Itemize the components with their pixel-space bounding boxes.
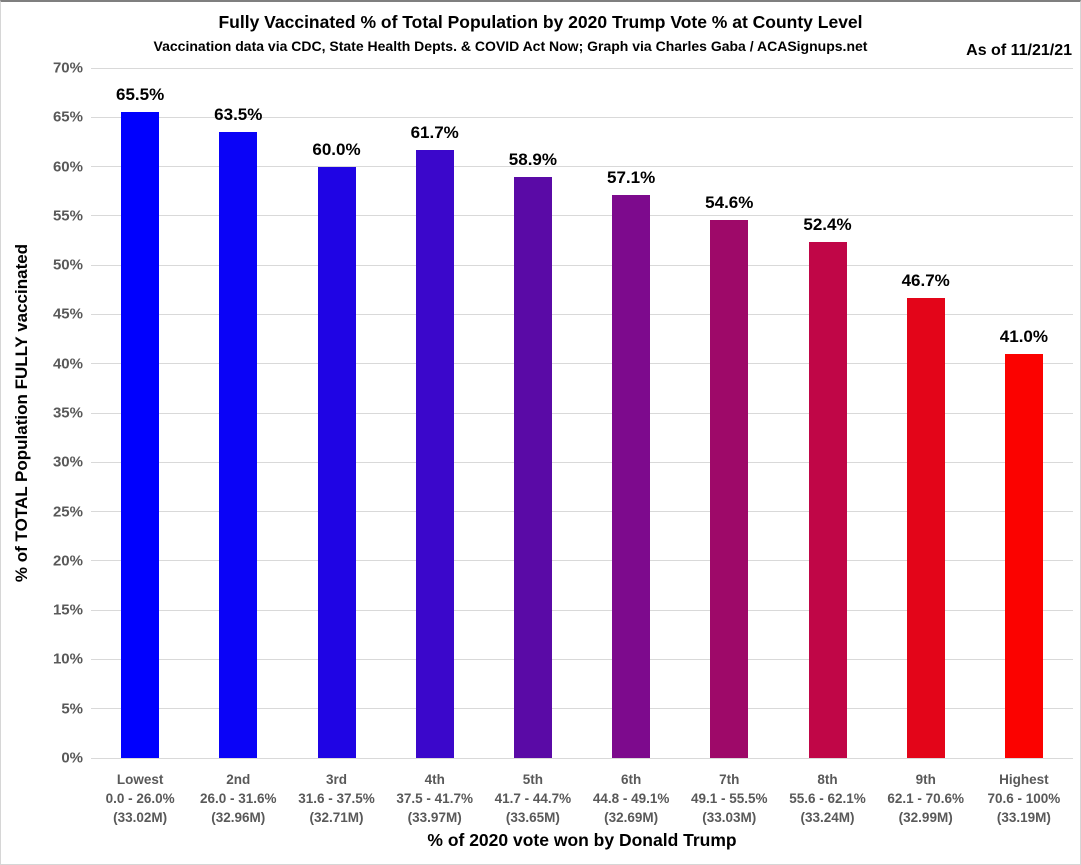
gridline: [91, 264, 1073, 266]
category-range: 55.6 - 62.1%: [789, 791, 866, 806]
gridline: [91, 116, 1073, 118]
bar-value-label: 54.6%: [705, 192, 754, 212]
category-label: Highest 70.6 - 100% (33.19M): [975, 770, 1073, 827]
category-label: 2nd 26.0 - 31.6% (32.96M): [189, 770, 287, 827]
bar-value-label: 41.0%: [999, 326, 1048, 346]
y-tick-label: 45%: [52, 305, 83, 323]
chart-subtitle: Vaccination data via CDC, State Health D…: [153, 38, 868, 54]
category-label: 7th 49.1 - 55.5% (33.03M): [680, 770, 778, 827]
category-range: 0.0 - 26.0%: [105, 791, 175, 806]
category-tier: 4th: [424, 772, 445, 787]
plot-area: 0% 5% 10% 15% 20% 25% 30% 35% 40% 45% 50% 55% 60% 65%…: [53, 60, 1073, 767]
category-range: 44.8 - 49.1%: [592, 791, 670, 806]
gridline: [91, 658, 1073, 660]
gridline: [91, 609, 1073, 611]
y-tick-label: 10%: [52, 650, 83, 668]
y-tick-label: 30%: [52, 453, 83, 471]
bar: [121, 112, 160, 758]
category-tier: 9th: [915, 772, 936, 787]
gridline: [91, 166, 1073, 168]
category-population: (33.24M): [800, 810, 855, 825]
gridline: [91, 757, 1073, 759]
bar: [415, 149, 454, 758]
bar-value-label: 52.4%: [803, 214, 852, 234]
x-axis-categories: Lowest 0.0 - 26.0% (33.02M) 2nd 26.0 - 31.6%…: [91, 770, 1073, 828]
gridline: [91, 708, 1073, 710]
chart-title: Fully Vaccinated % of Total Population b…: [218, 12, 863, 32]
category-population: (33.02M): [113, 810, 168, 825]
category-tier: 5th: [522, 772, 544, 787]
category-population: (32.69M): [604, 810, 659, 825]
y-tick-label: 60%: [52, 158, 83, 176]
gridline: [91, 363, 1073, 365]
category-label: 9th 62.1 - 70.6% (32.99M): [877, 770, 975, 827]
y-tick-label: 55%: [52, 207, 83, 225]
category-range: 26.0 - 31.6%: [200, 791, 277, 806]
category-label: 8th 55.6 - 62.1% (33.24M): [778, 770, 876, 827]
category-range: 62.1 - 70.6%: [887, 791, 964, 806]
bar: [1004, 353, 1043, 758]
y-tick-label: 15%: [52, 601, 83, 619]
category-population: (32.71M): [309, 810, 364, 825]
category-population: (33.19M): [996, 810, 1051, 825]
category-tier: Highest: [999, 772, 1049, 787]
bar-value-label: 61.7%: [410, 122, 459, 142]
x-axis-title: % of 2020 vote won by Donald Trump: [427, 830, 737, 850]
category-population: (32.99M): [898, 810, 953, 825]
as-of-date: As of 11/21/21: [966, 42, 1072, 59]
bar: [513, 177, 552, 758]
category-label: Lowest 0.0 - 26.0% (33.02M): [91, 770, 189, 827]
category-tier: 3rd: [325, 772, 347, 787]
bar-value-label: 46.7%: [901, 270, 950, 290]
category-tier: 2nd: [226, 772, 251, 787]
gridline: [91, 313, 1073, 315]
y-tick-label: 50%: [52, 256, 83, 274]
category-range: 37.5 - 41.7%: [396, 791, 473, 806]
category-label: 6th 44.8 - 49.1% (32.69M): [582, 770, 680, 827]
category-label: 5th 41.7 - 44.7% (33.65M): [484, 770, 582, 827]
y-tick-label: 65%: [52, 108, 83, 126]
bar: [612, 195, 651, 758]
y-tick-label: 25%: [52, 503, 83, 521]
bar: [710, 219, 749, 758]
bar: [219, 132, 258, 758]
bar-value-label: 60.0%: [312, 139, 361, 159]
category-population: (33.03M): [702, 810, 757, 825]
bar-value-label: 63.5%: [214, 105, 263, 125]
gridline: [91, 67, 1073, 69]
category-range: 31.6 - 37.5%: [298, 791, 375, 806]
bar-value-label: 58.9%: [508, 150, 557, 170]
category-label: 3rd 31.6 - 37.5% (32.71M): [287, 770, 385, 827]
category-range: 49.1 - 55.5%: [691, 791, 768, 806]
gridline: [91, 560, 1073, 562]
y-tick-label: 70%: [52, 59, 83, 77]
category-population: (33.65M): [505, 810, 560, 825]
bar: [808, 241, 847, 758]
bar: [906, 297, 945, 758]
category-range: 70.6 - 100%: [987, 791, 1061, 806]
category-tier: Lowest: [116, 772, 164, 787]
y-tick-label: 20%: [52, 552, 83, 570]
gridline: [91, 215, 1073, 217]
gridline: [91, 412, 1073, 414]
category-population: (33.97M): [407, 810, 462, 825]
category-tier: 6th: [620, 772, 642, 787]
category-label: 4th 37.5 - 41.7% (33.97M): [386, 770, 484, 827]
category-tier: 7th: [719, 772, 740, 787]
gridline: [91, 511, 1073, 513]
y-tick-label: 5%: [61, 700, 83, 718]
category-range: 41.7 - 44.7%: [494, 791, 572, 806]
category-tier: 8th: [817, 772, 838, 787]
bar: [317, 166, 356, 758]
bar-value-label: 57.1%: [606, 168, 656, 188]
y-tick-label: 0%: [61, 749, 83, 767]
bar-value-label: 65.5%: [115, 85, 165, 105]
category-population: (32.96M): [211, 810, 266, 825]
gridline: [91, 461, 1073, 463]
y-tick-label: 35%: [52, 404, 83, 422]
y-tick-label: 40%: [52, 355, 83, 373]
